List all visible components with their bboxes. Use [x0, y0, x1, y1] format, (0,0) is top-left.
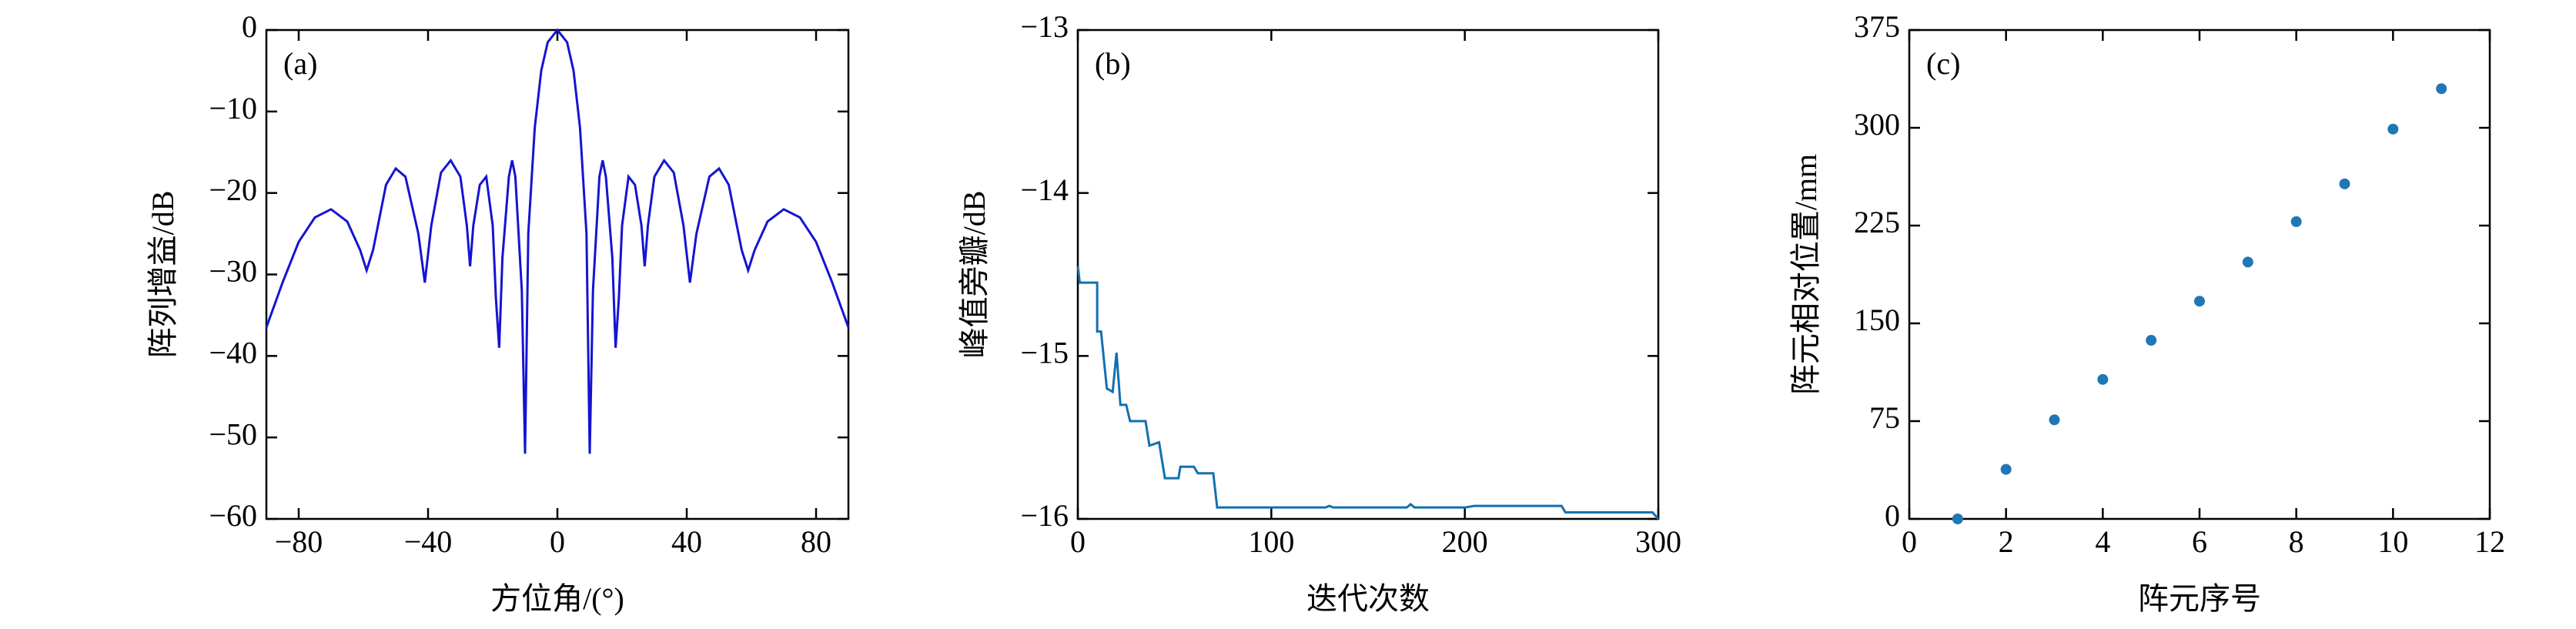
y-tick-label: 75: [1869, 400, 1900, 435]
x-axis-label: 迭代次数: [1306, 581, 1430, 616]
y-tick-label: 150: [1854, 303, 1900, 337]
x-tick-label: 10: [2377, 524, 2408, 559]
y-tick-label: −10: [209, 91, 257, 125]
y-tick-label: −14: [1020, 172, 1069, 207]
data-point: [2146, 335, 2157, 346]
x-tick-label: 0: [1070, 524, 1086, 559]
x-tick-label: −80: [275, 524, 323, 559]
x-tick-label: −40: [404, 524, 453, 559]
x-tick-label: 300: [1635, 524, 1681, 559]
plot-frame: [1908, 28, 2491, 520]
plot-frame: [265, 28, 850, 520]
x-axis-label: 阵元序号: [2138, 581, 2261, 616]
x-tick-label: 200: [1442, 524, 1488, 559]
y-tick-label: −15: [1020, 336, 1069, 370]
x-axis-label: 方位角/(°): [490, 581, 624, 616]
y-tick-label: −30: [209, 254, 257, 289]
data-point: [2339, 178, 2350, 189]
data-point: [2387, 123, 2399, 135]
y-tick-label: 0: [1885, 498, 1900, 533]
panel-label: (a): [283, 46, 317, 81]
x-tick-label: 0: [550, 524, 565, 559]
x-tick-label: 100: [1248, 524, 1294, 559]
y-tick-label: 300: [1854, 107, 1900, 142]
y-tick-label: −50: [209, 417, 257, 451]
x-tick-label: 8: [2289, 524, 2304, 559]
data-point: [2242, 256, 2253, 268]
y-axis-label: 阵元相对位置/mm: [1788, 154, 1823, 395]
data-point: [2000, 463, 2012, 475]
data-point: [2194, 296, 2205, 307]
y-axis-label: 阵列增益/dB: [146, 191, 180, 359]
data-point: [2290, 216, 2302, 227]
data-point: [2097, 373, 2109, 385]
x-tick-label: 0: [1902, 524, 1917, 559]
y-tick-label: −16: [1020, 498, 1069, 533]
y-tick-label: −40: [209, 336, 257, 370]
x-tick-label: 40: [671, 524, 702, 559]
data-line: [1076, 266, 1660, 520]
panel-label: (c): [1926, 46, 1960, 81]
y-axis-label: 峰值旁瓣/dB: [957, 191, 992, 359]
y-tick-label: −13: [1020, 9, 1069, 44]
y-tick-label: 0: [242, 9, 257, 44]
plot-frame: [1076, 28, 1660, 520]
x-tick-label: 4: [2095, 524, 2110, 559]
data-point: [1952, 514, 1963, 524]
x-tick-label: 80: [801, 524, 831, 559]
data-line: [265, 28, 850, 454]
y-tick-label: −60: [209, 498, 257, 533]
x-tick-label: 2: [1999, 524, 2014, 559]
y-tick-label: 375: [1854, 9, 1900, 44]
panel-label: (b): [1095, 46, 1131, 81]
x-tick-label: 12: [2474, 524, 2505, 559]
x-tick-label: 6: [2192, 524, 2207, 559]
y-tick-label: 225: [1854, 205, 1900, 239]
y-tick-label: −20: [209, 172, 257, 207]
data-point: [2049, 414, 2060, 426]
data-point: [2436, 83, 2447, 95]
